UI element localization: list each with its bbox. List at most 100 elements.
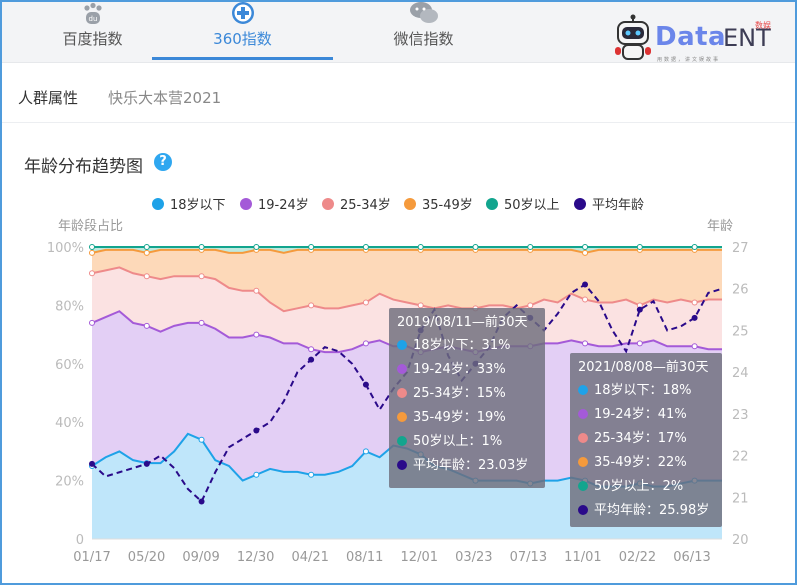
- y-right-tick-label: 23: [732, 408, 749, 423]
- point-25-34岁: [308, 302, 315, 309]
- point-25-34岁: [691, 299, 698, 306]
- point-50岁以上: [143, 244, 150, 250]
- line-35-49岁: [91, 248, 722, 254]
- keyword-label: 快乐大本营2021: [108, 89, 222, 107]
- point-19-24岁: [636, 340, 643, 347]
- legend-label: 18岁以下: [170, 198, 226, 213]
- tooltip-2021: 2021/08/08—前30天 18岁以下：18% 19-24岁：41% 25-…: [570, 353, 722, 527]
- tooltip-dot-icon: [397, 460, 407, 470]
- y-right-tick-label: 21: [732, 491, 749, 506]
- point-25-34岁: [582, 296, 589, 303]
- tooltip-text: 35-49岁：19%: [413, 410, 506, 425]
- tooltip-row: 平均年龄：23.03岁: [389, 454, 545, 478]
- point-平均年龄: [89, 460, 95, 467]
- y-left-tick-label: 40%: [55, 416, 84, 431]
- legend-item[interactable]: 50岁以上: [486, 194, 560, 213]
- point-19-24岁: [308, 346, 315, 353]
- tooltip-text: 50岁以上：2%: [594, 479, 684, 494]
- legend-label: 平均年龄: [592, 198, 645, 213]
- point-50岁以上: [198, 244, 205, 250]
- help-icon[interactable]: ?: [154, 153, 172, 171]
- tooltip-text: 50岁以上：1%: [413, 434, 503, 449]
- tooltip-text: 18岁以下：31%: [413, 338, 511, 353]
- point-19-24岁: [143, 322, 150, 329]
- tab-wechat-index[interactable]: 微信指数: [333, 2, 514, 60]
- tab-label: 微信指数: [393, 30, 454, 48]
- y-right-tick-label: 22: [732, 450, 749, 465]
- legend-dot-icon: [240, 198, 252, 210]
- x-tick-label: 07/13: [510, 550, 547, 565]
- legend-label: 35-49岁: [422, 198, 473, 213]
- tooltip-dot-icon: [397, 412, 407, 422]
- point-19-24岁: [89, 319, 95, 326]
- tab-baidu-index[interactable]: du 百度指数: [2, 2, 183, 60]
- x-tick-label: 12/01: [401, 550, 438, 565]
- dataent-logo: Data ENT 数娱 用数据，讲文娱故事: [613, 12, 783, 63]
- tooltip-row: 19-24岁：33%: [389, 358, 545, 382]
- tooltip-row: 50岁以上：2%: [570, 475, 722, 499]
- y-left-tick-label: 20%: [55, 475, 84, 490]
- y-left-tick-label: 80%: [55, 299, 84, 314]
- section-label[interactable]: 人群属性: [18, 89, 79, 107]
- x-tick-label: 04/21: [291, 550, 328, 565]
- point-19-24岁: [362, 340, 369, 347]
- tooltip-text: 19-24岁：33%: [413, 362, 506, 377]
- point-平均年龄: [253, 427, 260, 434]
- legend-item[interactable]: 19-24岁: [240, 194, 309, 213]
- chart-title: 年龄分布趋势图: [24, 157, 143, 177]
- point-25-34岁: [527, 302, 534, 309]
- point-平均年龄: [582, 281, 589, 288]
- tooltip-header: 2019/08/11—前30天: [397, 315, 528, 330]
- legend-item[interactable]: 25-34岁: [322, 194, 391, 213]
- tooltip-text: 19-24岁：41%: [594, 407, 687, 422]
- legend-dot-icon: [404, 198, 416, 210]
- point-50岁以上: [417, 244, 424, 250]
- area-35-49岁: [92, 249, 722, 312]
- chat-bubble-icon: [409, 2, 439, 30]
- x-tick-label: 03/23: [455, 550, 492, 565]
- tooltip-dot-icon: [397, 364, 407, 374]
- tooltip-row: 50岁以上：1%: [389, 430, 545, 454]
- active-tab-indicator: [152, 57, 333, 60]
- legend-label: 25-34岁: [340, 198, 391, 213]
- point-50岁以上: [472, 244, 479, 250]
- point-平均年龄: [691, 314, 698, 321]
- point-18岁以下: [362, 448, 369, 455]
- legend-item[interactable]: 平均年龄: [574, 194, 644, 213]
- x-tick-label: 06/13: [673, 550, 710, 565]
- index-tabbar: du 百度指数 360指数 微信指数: [2, 2, 795, 63]
- point-25-34岁: [89, 270, 95, 277]
- x-tick-label: 09/09: [182, 550, 219, 565]
- tooltip-dot-icon: [397, 388, 407, 398]
- logo-badge: 数娱: [755, 21, 771, 30]
- tooltip-dot-icon: [578, 481, 588, 491]
- legend-item[interactable]: 35-49岁: [404, 194, 473, 213]
- logo-brand: Data: [655, 22, 727, 52]
- point-平均年龄: [143, 460, 150, 467]
- legend-item[interactable]: 18岁以下: [152, 194, 226, 213]
- tooltip-row: 19-24岁：41%: [570, 403, 722, 427]
- svg-text:du: du: [88, 15, 97, 23]
- point-19-24岁: [691, 343, 698, 350]
- tab-label: 百度指数: [62, 30, 123, 48]
- logo-suffix: ENT: [723, 24, 771, 52]
- point-50岁以上: [308, 244, 315, 250]
- point-50岁以上: [253, 244, 260, 250]
- tab-360-index[interactable]: 360指数: [152, 2, 333, 60]
- y-axis-right-title: 年龄: [707, 219, 734, 234]
- y-right-tick-label: 27: [732, 241, 749, 256]
- y-right-tick-label: 25: [732, 324, 749, 339]
- y-right-tick-label: 26: [732, 283, 749, 298]
- tooltip-header: 2021/08/08—前30天: [578, 360, 709, 375]
- point-19-24岁: [582, 340, 589, 347]
- tooltip-dot-icon: [397, 436, 407, 446]
- tooltip-row: 25-34岁：15%: [389, 382, 545, 406]
- tooltip-dot-icon: [578, 433, 588, 443]
- x-tick-label: 11/01: [564, 550, 601, 565]
- x-tick-label: 12/30: [237, 550, 274, 565]
- logo-slogan: 用数据，讲文娱故事: [657, 57, 721, 63]
- tooltip-text: 25-34岁：17%: [594, 431, 687, 446]
- subnav: 人群属性 快乐大本营2021: [2, 72, 795, 123]
- point-50岁以上: [636, 244, 643, 250]
